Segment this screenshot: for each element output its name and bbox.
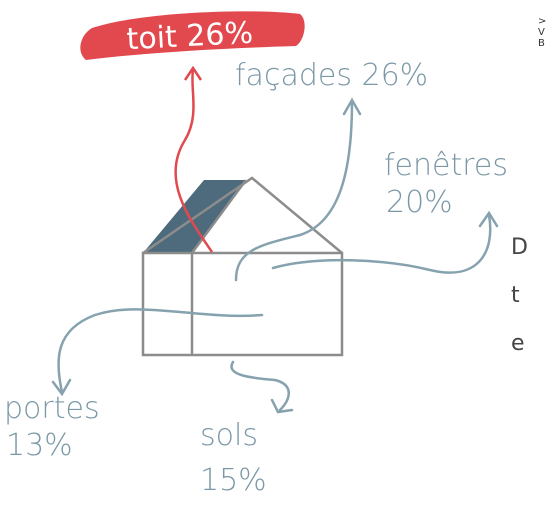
label-toit: toit 26% <box>126 16 254 58</box>
side-note-line: V <box>538 27 545 38</box>
body-line: D <box>511 235 528 260</box>
label-sols: sols <box>200 418 258 453</box>
body-line: t <box>511 283 520 308</box>
side-note-line: > <box>538 16 546 27</box>
body-line: e <box>511 331 525 356</box>
arrow <box>231 362 288 410</box>
label-portes: portes <box>4 391 100 426</box>
label-fenetres: fenêtres <box>384 148 508 183</box>
value-fenetres: 20% <box>386 185 453 220</box>
side-note-line: B <box>538 38 545 49</box>
diagram: toit 26% façades 26% fenêtres 20% portes… <box>0 0 549 519</box>
side-note: > V B <box>538 16 546 49</box>
house <box>143 178 342 355</box>
body-fragment: D t e <box>511 235 528 356</box>
value-portes: 13% <box>6 428 73 463</box>
arrow <box>58 309 262 392</box>
label-facades: façades 26% <box>235 58 428 93</box>
value-sols: 15% <box>200 463 267 498</box>
